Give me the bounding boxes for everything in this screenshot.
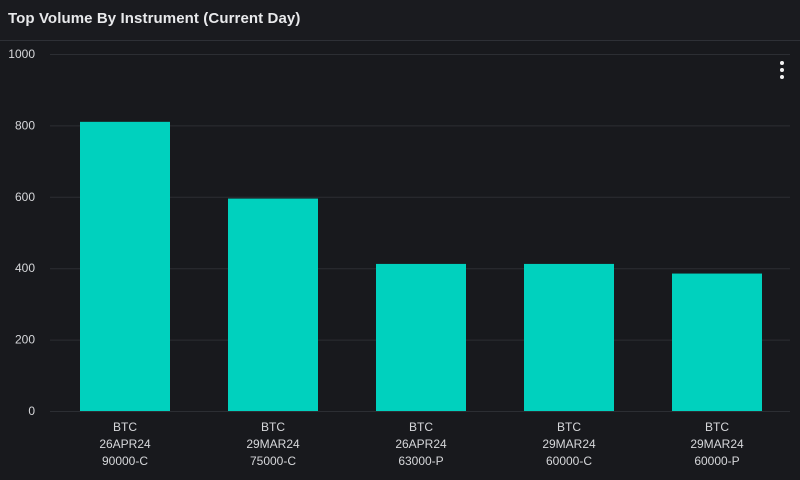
bars xyxy=(80,121,762,411)
more-options-icon[interactable] xyxy=(774,59,790,81)
y-tick-label: 1000 xyxy=(8,47,35,61)
bar[interactable] xyxy=(376,263,466,411)
x-tick-label: 26APR24 xyxy=(395,437,447,451)
x-tick-label: 26APR24 xyxy=(99,437,151,451)
x-tick-label: BTC xyxy=(705,420,729,434)
x-tick-label: 29MAR24 xyxy=(246,437,300,451)
x-tick-label: 60000-C xyxy=(546,454,592,468)
bar[interactable] xyxy=(80,121,170,411)
y-tick-label: 400 xyxy=(15,261,35,275)
x-tick-label: BTC xyxy=(261,420,285,434)
chart-title: Top Volume By Instrument (Current Day) xyxy=(8,10,301,27)
x-tick-label: BTC xyxy=(113,420,137,434)
x-axis-tick-labels: BTC 26APR24 90000-C BTC 29MAR24 75000-C BTC 26A… xyxy=(99,420,744,468)
x-tick-label: 75000-C xyxy=(250,454,296,468)
bar[interactable] xyxy=(672,273,762,411)
y-tick-label: 800 xyxy=(15,118,35,132)
bar[interactable] xyxy=(524,263,614,411)
x-tick-label: 63000-P xyxy=(398,454,443,468)
x-tick-label: BTC xyxy=(557,420,581,434)
x-tick-label: BTC xyxy=(409,420,433,434)
x-tick-label: 90000-C xyxy=(102,454,148,468)
y-tick-label: 0 xyxy=(28,404,35,418)
bar[interactable] xyxy=(228,198,318,411)
x-tick-label: 29MAR24 xyxy=(542,437,596,451)
x-tick-label: 29MAR24 xyxy=(690,437,744,451)
y-tick-label: 600 xyxy=(15,190,35,204)
panel-header: Top Volume By Instrument (Current Day) xyxy=(0,0,800,41)
y-tick-label: 200 xyxy=(15,333,35,347)
x-tick-label: 60000-P xyxy=(694,454,739,468)
y-axis-tick-labels: 0 200 400 600 800 1000 xyxy=(8,47,35,418)
